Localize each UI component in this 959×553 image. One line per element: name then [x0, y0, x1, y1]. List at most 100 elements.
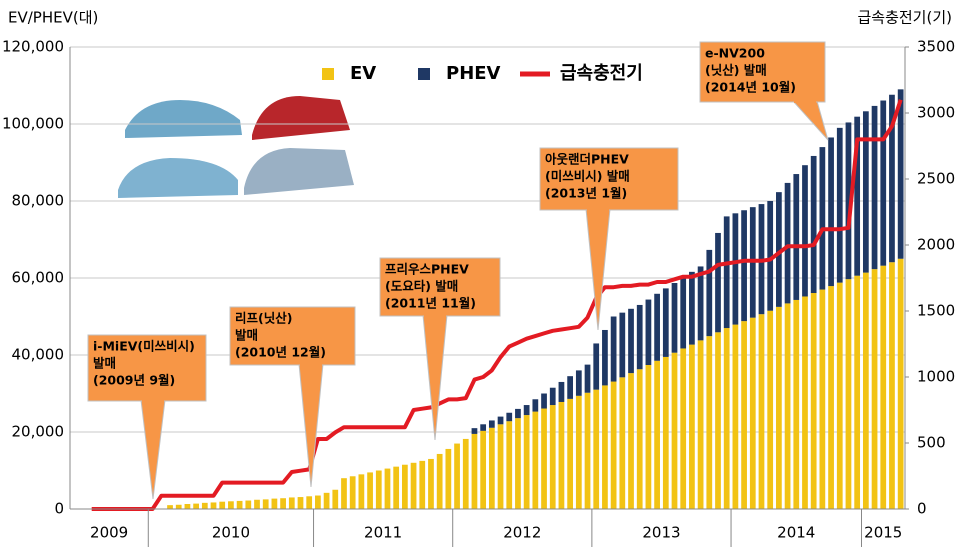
bar [654, 293, 660, 361]
callout-text: 아웃랜더PHEV [545, 152, 629, 167]
bar [854, 116, 861, 276]
bar [880, 100, 887, 266]
bar [636, 369, 643, 509]
callout-text: e-NV200 [705, 46, 765, 61]
bar [428, 458, 434, 509]
bar [401, 464, 408, 509]
callout-seam [587, 208, 609, 211]
bar [645, 365, 652, 509]
y2-tick-label: 1000 [917, 368, 955, 386]
bar [706, 249, 713, 337]
bar [776, 192, 782, 307]
bar [862, 272, 869, 509]
car [125, 100, 242, 138]
bar [523, 415, 530, 509]
bar [697, 266, 704, 341]
callout-box [87, 334, 207, 402]
bar [506, 412, 513, 422]
bar [280, 498, 286, 509]
bar [602, 385, 608, 509]
bar [819, 289, 826, 509]
y-tick-label: 100,000 [2, 115, 64, 133]
bar [323, 492, 330, 509]
bar [515, 408, 521, 419]
bar [288, 497, 295, 509]
bar [480, 424, 487, 431]
bar [732, 324, 739, 509]
bar [575, 395, 582, 509]
y2-axis-label: 급속충전기(기) [857, 9, 952, 27]
bar [662, 288, 669, 357]
callout-text: (2010년 12월) [235, 345, 326, 360]
bar [254, 499, 260, 509]
callout-text: (2014년 10월) [705, 80, 796, 95]
line [91, 99, 903, 511]
bar [871, 269, 878, 509]
bar [810, 293, 817, 509]
y-tick-label: 0 [54, 500, 64, 518]
bar [167, 505, 173, 509]
bar [671, 352, 678, 509]
car-photos [112, 92, 362, 206]
callout-seam [424, 314, 446, 317]
bar [367, 472, 373, 509]
bar [332, 489, 339, 509]
x-group-label: 2012 [503, 524, 541, 542]
y-tick-label: 120,000 [2, 38, 64, 56]
callout-pointer [791, 100, 829, 141]
y2-tick-label: 2500 [917, 170, 955, 188]
bar [706, 336, 713, 509]
bar [506, 421, 513, 509]
bar [558, 401, 565, 509]
bar [593, 343, 600, 390]
bar [593, 389, 600, 509]
callout-pointer [140, 399, 166, 500]
bar [619, 312, 626, 378]
bar [567, 376, 574, 399]
bar [567, 398, 574, 509]
callout: 리프(닛산) 발매 (2010년 12월) [229, 306, 356, 488]
bar [541, 393, 547, 409]
bar [384, 468, 391, 509]
bar [488, 427, 495, 509]
bar [341, 478, 347, 509]
bar [654, 360, 660, 509]
bar [610, 316, 617, 382]
callout-text: (2013년 1월) [545, 186, 627, 201]
callout-seam [300, 363, 322, 366]
bar [784, 182, 791, 304]
bar [497, 416, 504, 425]
callout-seam [794, 100, 816, 103]
y-tick-label: 60,000 [12, 269, 65, 287]
bar [584, 364, 591, 393]
bar [628, 373, 634, 509]
bar [375, 470, 382, 509]
callout: e-NV200 (닛산) 발매 (2014년 10월) [699, 41, 829, 141]
bar [515, 418, 521, 509]
y-tick-label: 20,000 [12, 423, 65, 441]
bar [410, 462, 417, 509]
bar [749, 317, 756, 509]
bar [454, 443, 460, 509]
bar [689, 344, 695, 509]
x-group-label: 2015 [864, 524, 902, 542]
bar [480, 430, 487, 509]
y2-tick-label: 500 [917, 434, 946, 452]
callout-text: (닛산) 발매 [705, 63, 767, 78]
bar [228, 501, 234, 509]
bar [767, 310, 774, 509]
x-group-label: 2014 [777, 524, 815, 542]
bar [541, 408, 547, 509]
bar [880, 265, 887, 509]
bar [662, 356, 669, 509]
bar [741, 321, 747, 509]
callout-text: (미쓰비시) 발매 [545, 169, 630, 184]
bar [845, 122, 852, 280]
bar [315, 495, 321, 509]
bar [436, 453, 443, 509]
callout: 아웃랜더PHEV (미쓰비시) 발매 (2013년 1월) [539, 147, 679, 331]
bar [419, 460, 426, 509]
bar [297, 497, 304, 509]
bar [645, 299, 652, 366]
